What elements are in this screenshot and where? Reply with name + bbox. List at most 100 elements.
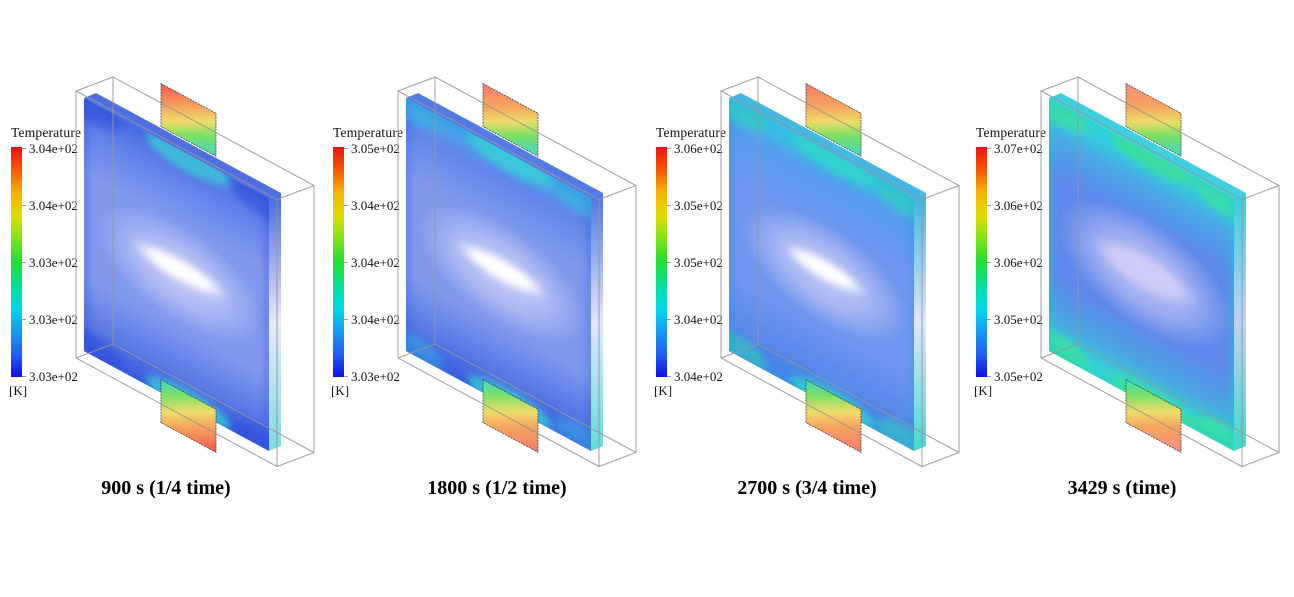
- cell-contour-plot: [720, 76, 960, 468]
- colorbar-tick: [344, 319, 348, 320]
- tab-junction-glow: [791, 133, 875, 186]
- colorbar-legend: Temperature 3.06e+02 3.05e+02 3.05e+02 3…: [654, 125, 766, 399]
- warm-core: [456, 241, 548, 298]
- colorbar-tick: [667, 376, 671, 377]
- colorbar-gradient: [333, 147, 344, 377]
- panel-caption: 1800 s (1/2 time): [427, 477, 567, 499]
- colorbar-tick: [344, 376, 348, 377]
- cell-side-face: [1234, 193, 1246, 451]
- panel-caption: 900 s (1/4 time): [101, 477, 231, 499]
- colorbar-unit: [K]: [974, 383, 993, 398]
- colorbar-tick: [987, 319, 991, 320]
- colorbar-title: Temperature: [333, 125, 404, 140]
- colorbar-tick: [667, 148, 671, 149]
- top-tab: [1125, 82, 1182, 157]
- panel-900s: Temperature 3.04e+02 3.04e+02 3.03e+02 3…: [0, 0, 322, 597]
- bottom-tab: [805, 378, 862, 453]
- colorbar-tick-label: 3.05e+02: [674, 255, 723, 270]
- panel-caption: 2700 s (3/4 time): [737, 477, 877, 499]
- cell-top-face: [84, 93, 281, 198]
- colorbar-tick-label: 3.03e+02: [29, 255, 78, 270]
- cell-side-face: [914, 193, 926, 451]
- colorbar-unit: [K]: [331, 383, 350, 398]
- colorbar-title: Temperature: [976, 125, 1047, 140]
- colorbar-tick-label: 3.03e+02: [29, 369, 78, 384]
- colorbar-tick-label: 3.04e+02: [29, 141, 78, 156]
- warm-core: [783, 244, 867, 296]
- colorbar-tick-label: 3.04e+02: [351, 198, 400, 213]
- colorbar-tick-label: 3.06e+02: [994, 255, 1043, 270]
- tab-junction-glow: [1111, 133, 1195, 186]
- colorbar-tick: [22, 148, 26, 149]
- warm-core: [132, 240, 228, 299]
- panel-1800s: Temperature 3.05e+02 3.04e+02 3.04e+02 3…: [322, 0, 644, 597]
- colorbar-tick-label: 3.05e+02: [674, 198, 723, 213]
- colorbar-legend: Temperature 3.04e+02 3.04e+02 3.03e+02 3…: [9, 125, 121, 399]
- colorbar-tick-label: 3.03e+02: [351, 369, 400, 384]
- colorbar-tick-label: 3.03e+02: [29, 312, 78, 327]
- cell-contour-plot: [397, 76, 637, 468]
- colorbar-tick-label: 3.07e+02: [994, 141, 1043, 156]
- colorbar-legend: Temperature 3.05e+02 3.04e+02 3.04e+02 3…: [331, 125, 443, 399]
- colorbar-tick-label: 3.06e+02: [994, 198, 1043, 213]
- bottom-tab: [1125, 378, 1182, 453]
- warm-core: [1093, 237, 1197, 307]
- cell-top-face: [406, 93, 603, 198]
- panel-3429s: Temperature 3.07e+02 3.06e+02 3.06e+02 3…: [965, 0, 1287, 597]
- cell-front-face: [1049, 98, 1234, 452]
- colorbar-tick: [22, 319, 26, 320]
- colorbar-tick-label: 3.05e+02: [994, 312, 1043, 327]
- colorbar: 3.06e+02 3.05e+02 3.05e+02 3.04e+02 3.04…: [654, 141, 766, 399]
- colorbar-tick: [344, 148, 348, 149]
- colorbar-tick: [22, 262, 26, 263]
- colorbar-tick: [344, 205, 348, 206]
- colorbar-unit: [K]: [9, 383, 28, 398]
- top-tab: [160, 82, 217, 157]
- casing-wireframe: [1040, 76, 1280, 468]
- cell-contour-plot: [1040, 76, 1280, 468]
- colorbar-title: Temperature: [11, 125, 82, 140]
- colorbar-tick: [22, 376, 26, 377]
- colorbar-tick-label: 3.04e+02: [29, 198, 78, 213]
- colorbar-gradient: [656, 147, 667, 377]
- bottom-tab: [482, 378, 539, 453]
- colorbar-tick-label: 3.06e+02: [674, 141, 723, 156]
- colorbar-tick: [987, 148, 991, 149]
- colorbar: 3.07e+02 3.06e+02 3.06e+02 3.05e+02 3.05…: [974, 141, 1086, 399]
- cell-top-face: [729, 93, 926, 198]
- colorbar-tick: [667, 205, 671, 206]
- bottom-tab: [160, 378, 217, 453]
- colorbar-title: Temperature: [656, 125, 727, 140]
- colorbar-unit: [K]: [654, 383, 673, 398]
- casing-wireframe: [397, 76, 637, 468]
- panel-2700s: Temperature 3.06e+02 3.05e+02 3.05e+02 3…: [645, 0, 967, 597]
- colorbar-tick-label: 3.04e+02: [351, 312, 400, 327]
- colorbar-tick: [987, 205, 991, 206]
- colorbar-legend: Temperature 3.07e+02 3.06e+02 3.06e+02 3…: [974, 125, 1086, 399]
- colorbar-gradient: [11, 147, 22, 377]
- colorbar-tick-label: 3.04e+02: [674, 312, 723, 327]
- tab-junction-glow: [468, 133, 552, 186]
- colorbar-tick-label: 3.05e+02: [994, 369, 1043, 384]
- cell-top-face: [1049, 93, 1246, 198]
- colorbar-tick: [987, 262, 991, 263]
- panel-caption: 3429 s (time): [1067, 477, 1177, 499]
- colorbar-gradient: [976, 147, 987, 377]
- casing-wireframe: [720, 76, 960, 468]
- tab-junction-glow: [146, 133, 230, 186]
- top-tab: [805, 82, 862, 157]
- colorbar-tick: [667, 319, 671, 320]
- colorbar: 3.05e+02 3.04e+02 3.04e+02 3.04e+02 3.03…: [331, 141, 443, 399]
- top-tab: [482, 82, 539, 157]
- colorbar-tick: [22, 205, 26, 206]
- colorbar: 3.04e+02 3.04e+02 3.03e+02 3.03e+02 3.03…: [9, 141, 121, 399]
- colorbar-tick: [667, 262, 671, 263]
- colorbar-tick-label: 3.05e+02: [351, 141, 400, 156]
- colorbar-tick: [987, 376, 991, 377]
- colorbar-tick-label: 3.04e+02: [351, 255, 400, 270]
- colorbar-tick-label: 3.04e+02: [674, 369, 723, 384]
- cell-side-face: [591, 193, 603, 451]
- cell-side-face: [269, 193, 281, 451]
- cell-contour-plot: [75, 76, 315, 468]
